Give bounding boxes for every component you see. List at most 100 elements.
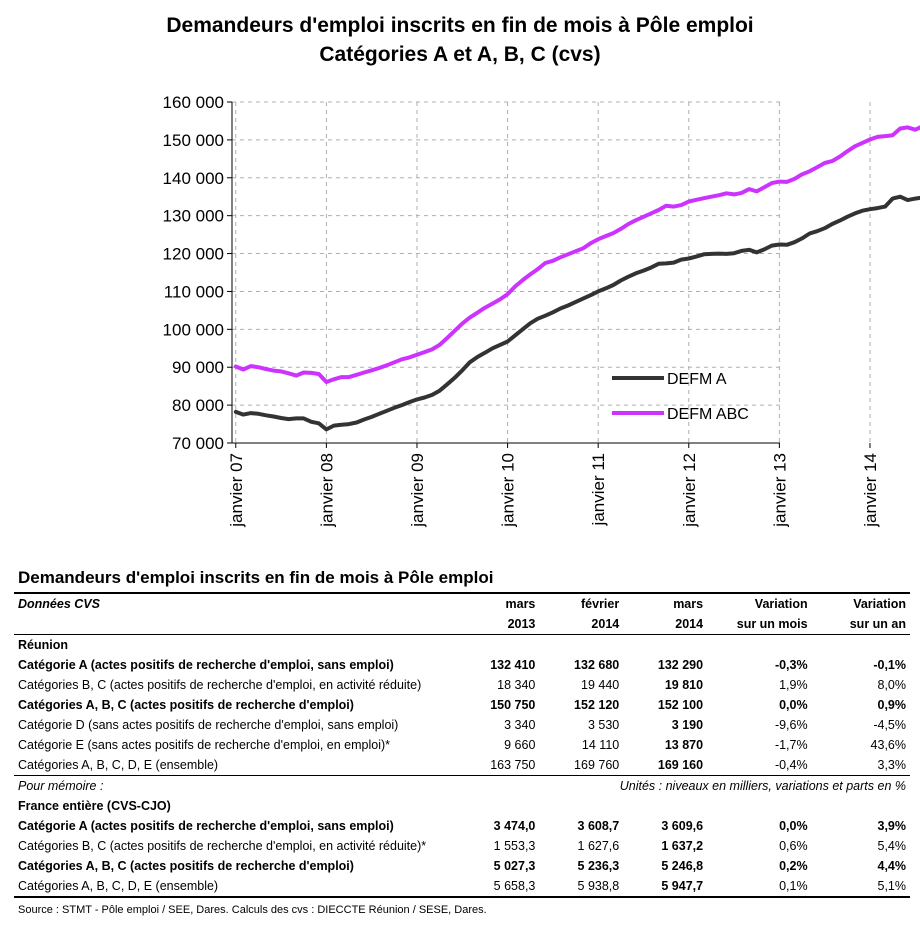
row-value: 152 120 <box>574 698 620 712</box>
row-value: 132 410 <box>490 658 536 672</box>
header-cell: février <box>539 592 624 614</box>
header-label: Données CVS <box>14 592 460 614</box>
empty-cell <box>707 635 812 656</box>
header-cell: 2013 <box>459 614 540 635</box>
chart-title: Demandeurs d'emploi inscrits en fin de m… <box>166 14 754 37</box>
header-cell: Variation <box>707 592 812 614</box>
row-value: 0,2% <box>779 859 808 873</box>
row-value: 9 660 <box>504 738 536 752</box>
row-value: 3,3% <box>811 755 910 776</box>
row-value: 43,6% <box>870 738 906 752</box>
empty-cell <box>623 796 707 816</box>
memo-row: Pour mémoire : Unités : niveaux en millie… <box>14 776 910 797</box>
header-cell: sur un mois <box>707 614 812 635</box>
table-row: Catégories B, C (actes positifs de reche… <box>14 675 910 695</box>
row-value: 0,1% <box>707 876 812 898</box>
empty-cell <box>812 635 910 656</box>
legend-label: DEFM A <box>667 371 727 388</box>
source-note: Source : STMT - Pôle emploi / SEE, Dares… <box>18 904 487 916</box>
table-row: Catégories B, C (actes positifs de reche… <box>14 836 910 856</box>
row-value: 150 750 <box>490 698 536 712</box>
row-value: 5 938,8 <box>539 876 624 898</box>
table-row: Catégories A, B, C, D, E (ensemble) 5 658… <box>14 876 910 898</box>
x-tick-label: janvier 08 <box>317 453 336 528</box>
row-label: Catégories B, C (actes positifs de reche… <box>18 678 422 692</box>
data-table: Données CVS mars février mars Variation Varia… <box>14 592 910 898</box>
table-row: Catégorie E (sans actes positifs de rech… <box>14 735 910 755</box>
table-row: Catégories A, B, C, D, E (ensemble) 163 7… <box>14 755 910 776</box>
empty-cell <box>707 796 812 816</box>
row-label: Catégorie D (sans actes positifs de rech… <box>18 718 399 732</box>
x-tick-label: janvier 11 <box>589 453 608 526</box>
x-tick-label: janvier 14 <box>861 453 880 528</box>
y-tick-label: 150 000 <box>163 131 224 150</box>
x-tick-label: janvier 12 <box>680 453 699 528</box>
row-value: 8,0% <box>877 678 907 692</box>
header-cell: 2014 <box>539 614 624 635</box>
y-tick-label: 130 000 <box>163 207 224 226</box>
row-value: 132 290 <box>657 658 704 672</box>
row-value: 163 750 <box>459 755 540 776</box>
empty-cell <box>460 635 539 656</box>
y-tick-label: 70 000 <box>172 434 224 453</box>
row-value: 3 340 <box>504 718 536 732</box>
row-value: 3 530 <box>587 718 620 732</box>
y-tick-label: 140 000 <box>163 169 224 188</box>
row-value: 3,9% <box>877 819 907 833</box>
series-line-defm-abc <box>233 125 920 384</box>
x-tick-label: janvier 07 <box>227 453 246 528</box>
section-row: France entière (CVS-CJO) <box>14 796 910 816</box>
row-value: 19 810 <box>664 678 704 692</box>
table-row: Catégorie A (actes positifs de recherche… <box>14 655 910 675</box>
header-cell: Variation <box>811 592 910 614</box>
row-value: 14 110 <box>581 738 620 752</box>
row-value: 5 246,8 <box>661 859 704 873</box>
empty-cell <box>539 635 623 656</box>
table-row: Catégories A, B, C (actes positifs de re… <box>14 856 910 876</box>
row-value: 0,9% <box>877 698 907 712</box>
row-value: -1,7% <box>774 738 808 752</box>
row-value: -9,6% <box>774 718 808 732</box>
row-value: 1,9% <box>779 678 808 692</box>
chart-subtitle: Catégories A et A, B, C (cvs) <box>319 43 601 66</box>
section-label: Réunion <box>18 638 68 652</box>
row-value: 1 553,3 <box>493 839 536 853</box>
row-value: 5,1% <box>811 876 910 898</box>
series-line-defm-a <box>233 194 920 432</box>
x-tick-label: janvier 10 <box>499 453 518 528</box>
row-value: 169 760 <box>539 755 624 776</box>
y-tick-label: 80 000 <box>172 396 224 415</box>
row-value: -0,4% <box>707 755 812 776</box>
table-row: Catégories A, B, C (actes positifs de re… <box>14 695 910 715</box>
row-value: 13 870 <box>664 738 704 752</box>
row-value: 1 627,6 <box>577 839 620 853</box>
row-value: 5 947,7 <box>623 876 708 898</box>
section-label: France entière (CVS-CJO) <box>18 799 171 813</box>
memo-label: Pour mémoire : <box>18 779 104 793</box>
row-value: 169 160 <box>623 755 708 776</box>
x-tick-label: janvier 13 <box>770 453 789 528</box>
table-title: Demandeurs d'emploi inscrits en fin de m… <box>18 568 494 587</box>
row-value: 3 608,7 <box>577 819 620 833</box>
y-tick-label: 100 000 <box>163 320 224 339</box>
legend-label: DEFM ABC <box>667 406 749 423</box>
row-value: 4,4% <box>877 859 907 873</box>
header-cell: 2014 <box>623 614 708 635</box>
section-row: Réunion <box>14 635 910 656</box>
row-value: -0,1% <box>873 658 906 672</box>
y-tick-label: 110 000 <box>164 282 224 301</box>
row-value: 0,0% <box>779 698 808 712</box>
row-label: Catégorie A (actes positifs de recherche… <box>18 658 394 672</box>
table-row: Catégorie D (sans actes positifs de rech… <box>14 715 910 735</box>
row-value: 0,6% <box>779 839 808 853</box>
row-label: Catégories A, B, C, D, E (ensemble) <box>14 755 460 776</box>
row-value: 3 474,0 <box>493 819 536 833</box>
empty-cell <box>460 796 539 816</box>
table-row: Catégorie A (actes positifs de recherche… <box>14 816 910 836</box>
line-chart: 70 000 80 000 90 000 100 000 110 000 120 000 1… <box>163 93 920 528</box>
header-label <box>14 614 460 635</box>
empty-cell <box>539 796 623 816</box>
x-tick-label: janvier 09 <box>408 453 427 528</box>
row-value: 1 637,2 <box>661 839 704 853</box>
row-label: Catégories B, C (actes positifs de reche… <box>18 839 427 853</box>
